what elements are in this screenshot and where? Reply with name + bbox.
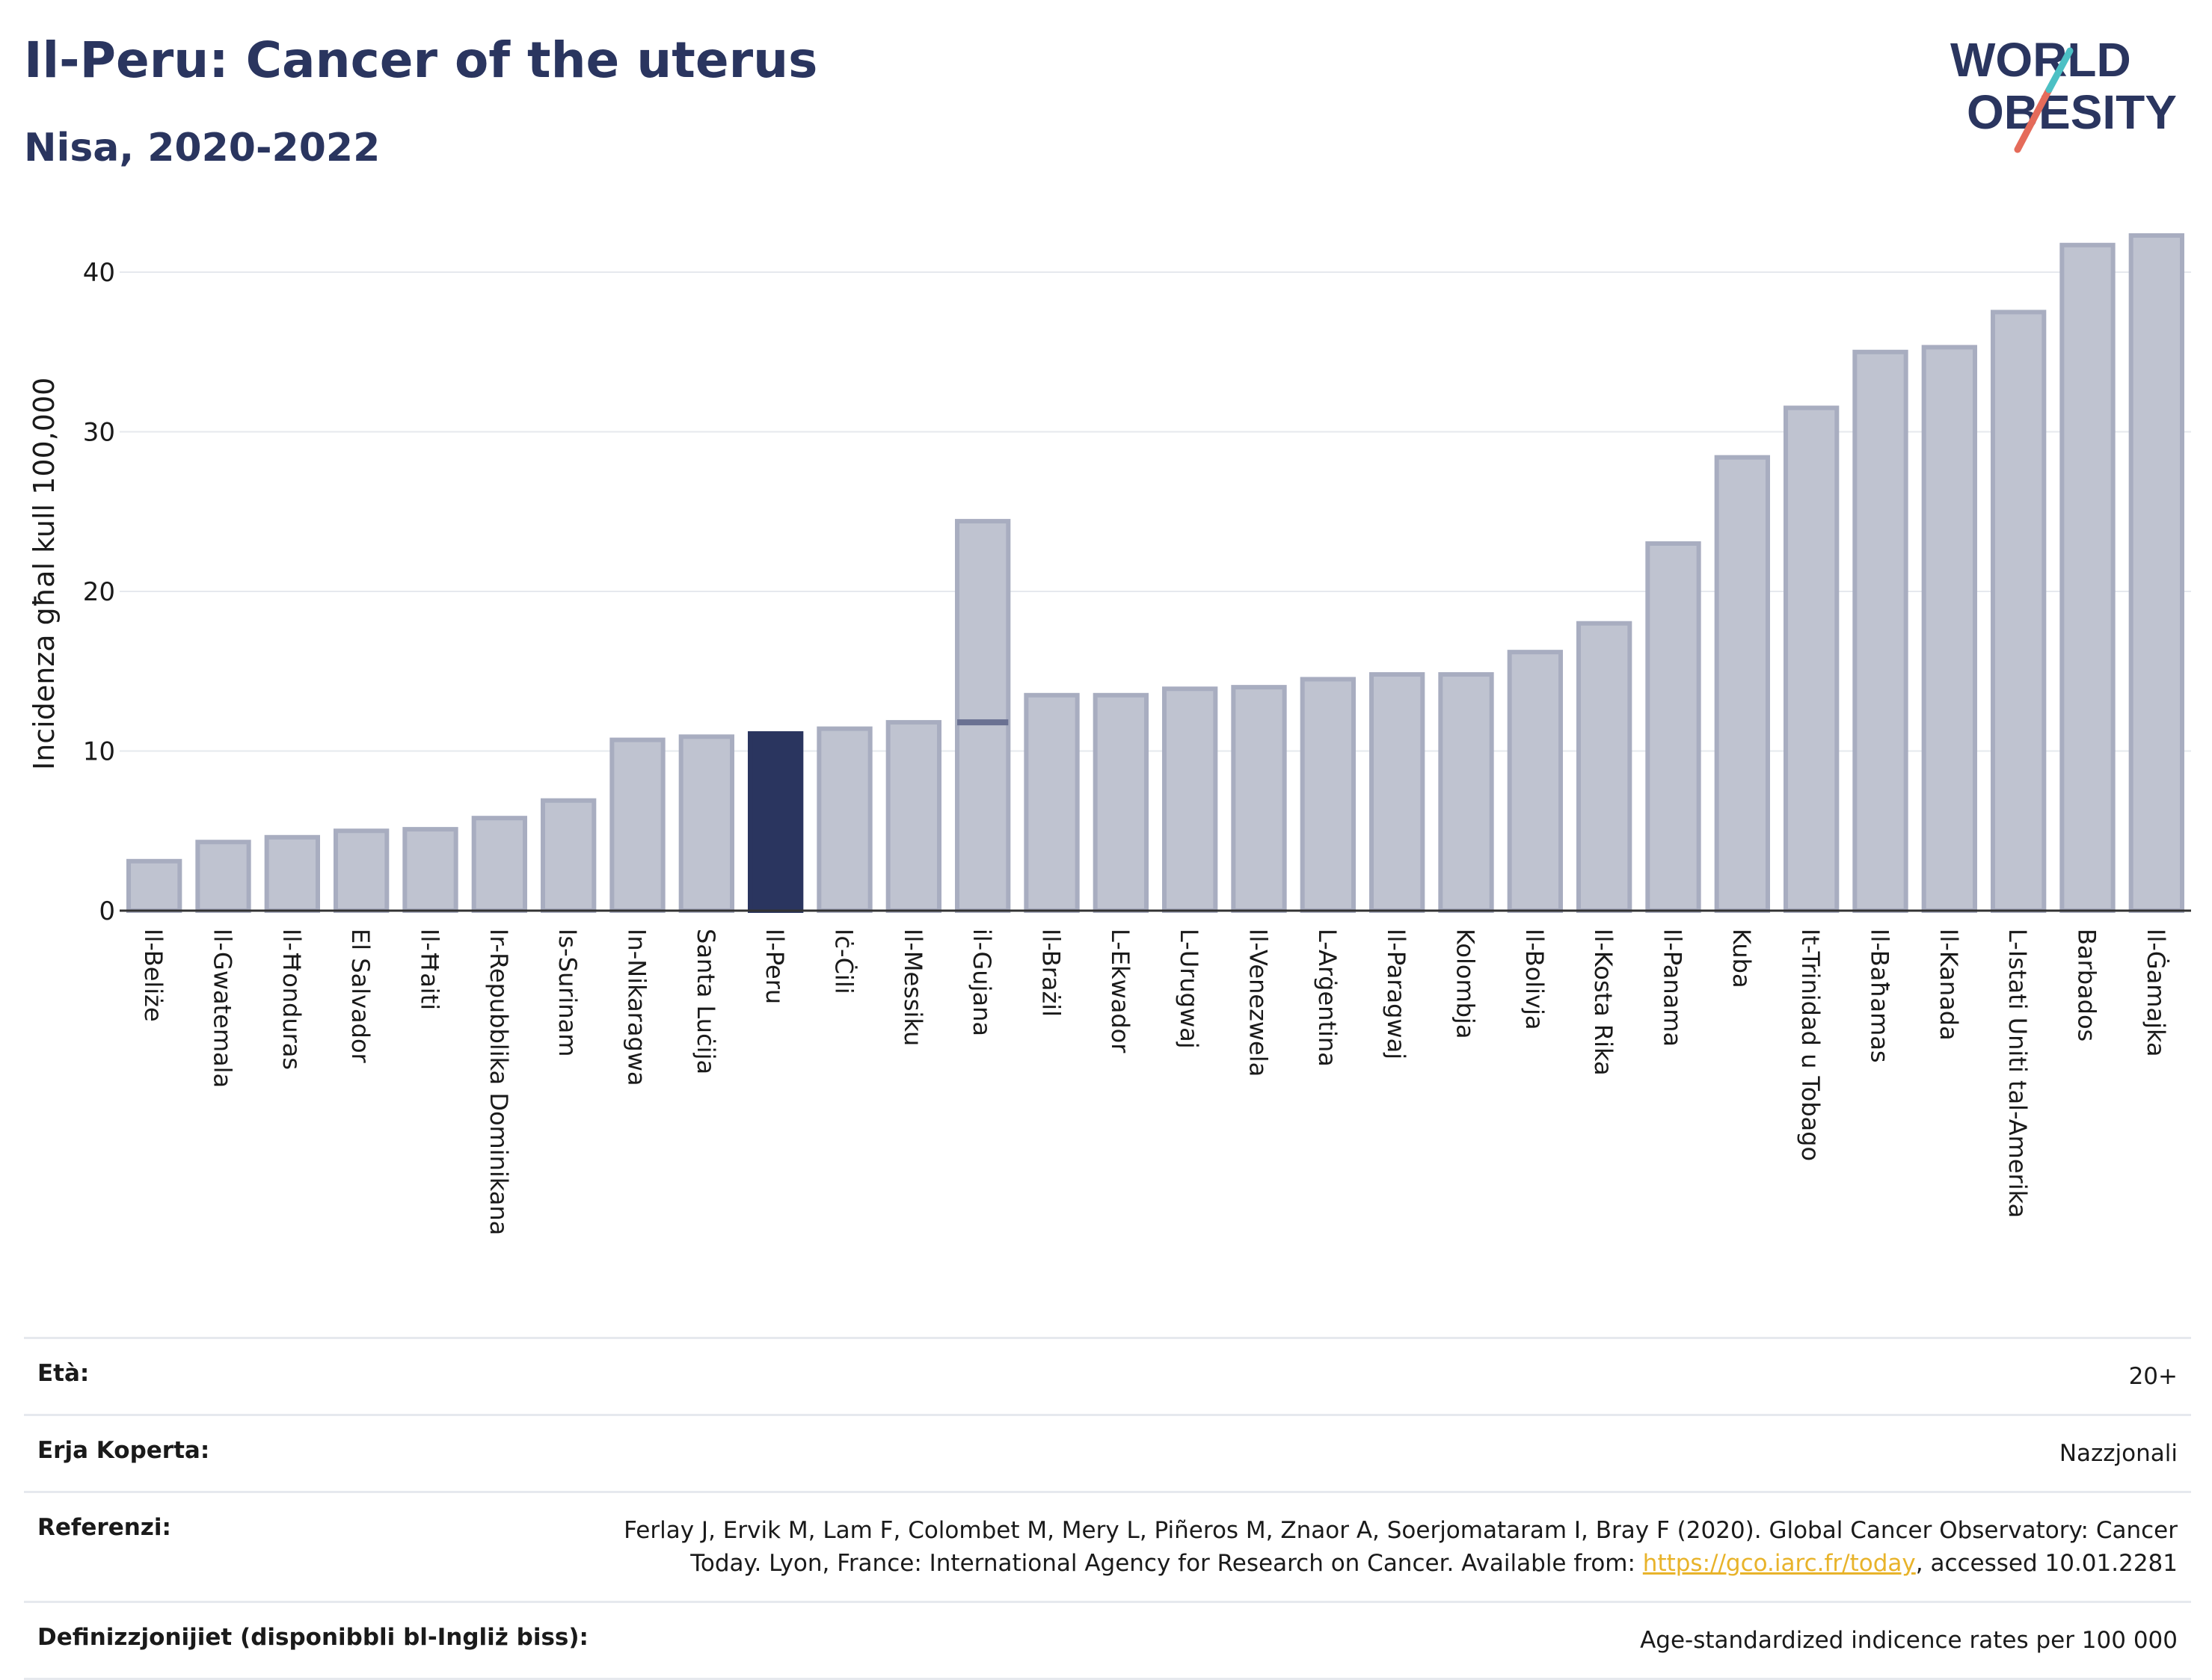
x-tick-label: Santa Luċija xyxy=(692,929,720,1074)
x-tick-label: Barbados xyxy=(2073,929,2101,1041)
bar xyxy=(1231,685,1287,913)
references-value: Ferlay J, Ervik M, Lam F, Colombet M, Me… xyxy=(561,1514,2178,1580)
bar xyxy=(541,798,597,913)
y-tick-label: 10 xyxy=(83,737,115,767)
chart-title: Il-Peru: Cancer of the uterus xyxy=(24,31,818,89)
age-value: 20+ xyxy=(2128,1363,2178,1390)
x-tick-label: il-Gujana xyxy=(968,929,996,1036)
area-label: Erja Koperta: xyxy=(37,1437,210,1464)
reference-link[interactable]: https://gco.iarc.fr/today xyxy=(1642,1550,1916,1577)
logo-text-obesity: OBESITY xyxy=(1967,85,2177,139)
bar xyxy=(1991,310,2047,914)
x-tick-label: L-Arġentina xyxy=(1313,929,1342,1067)
y-axis-label: Incidenza għal kull 100,000 xyxy=(28,378,61,770)
x-tick-label: Il-Brażil xyxy=(1037,929,1066,1017)
x-tick-label: Il-Beliże xyxy=(139,929,168,1022)
definitions-label: Definizzjonijiet (disponibbli bl-Ingliż … xyxy=(37,1624,589,1651)
x-tick-label: Il-Kosta Rika xyxy=(1589,929,1617,1076)
x-tick-label: Il-Ħaiti xyxy=(416,929,444,1010)
bar xyxy=(1852,349,1908,913)
x-tick-label: Il-Paragwaj xyxy=(1382,929,1410,1059)
x-tick-label: Il-Ħonduras xyxy=(277,929,306,1070)
x-tick-label: Iċ-Ċili xyxy=(830,929,858,994)
chart-subtitle: Nisa, 2020-2022 xyxy=(24,126,381,170)
x-tick-label: It-Trinidad u Tobago xyxy=(1796,929,1825,1161)
x-tick-label: L-Urugwaj xyxy=(1175,929,1203,1049)
y-tick-label: 30 xyxy=(83,418,115,448)
bar xyxy=(817,726,873,913)
x-tick-label: Kolombja xyxy=(1451,929,1480,1039)
bar xyxy=(1784,405,1840,913)
y-tick-label: 40 xyxy=(83,258,115,288)
bar xyxy=(2059,242,2116,913)
x-axis-labels: Il-Beliże Il-Gwatemala Il-Ħonduras El Salva… xyxy=(139,929,2170,1235)
x-tick-label: Il-Venezwela xyxy=(1244,929,1273,1077)
x-tick-label: Ir-Repubblika Dominikana xyxy=(485,929,513,1235)
footer-row-area: Erja Koperta: Nazzjonali xyxy=(24,1414,2191,1491)
bar xyxy=(1300,677,1356,913)
y-tick-label: 0 xyxy=(99,896,115,926)
bar xyxy=(471,816,527,914)
y-tick-label: 20 xyxy=(83,577,115,607)
bar xyxy=(1576,621,1632,914)
x-tick-label: L-Ekwador xyxy=(1106,929,1134,1053)
bar xyxy=(1438,672,1494,914)
chart-footer: Età: 20+ Erja Koperta: Nazzjonali Refere… xyxy=(24,1337,2191,1680)
x-tick-label: Kuba xyxy=(1727,929,1756,988)
bar xyxy=(1024,692,1080,913)
bar xyxy=(609,737,666,913)
definitions-value: Age-standardized indicence rates per 100… xyxy=(1640,1627,2178,1654)
bar xyxy=(955,519,1011,913)
reference-text: Ferlay J, Ervik M, Lam F, Colombet M, Me… xyxy=(624,1517,2178,1577)
x-tick-label: Il-Ġamajka xyxy=(2142,929,2170,1057)
reference-accessed: , accessed 10.01.2281 xyxy=(1915,1550,2178,1577)
x-tick-label: Il-Kanada xyxy=(1935,929,1963,1041)
x-tick-label: Il-Peru xyxy=(761,929,789,1004)
x-tick-label: Il-Bolivja xyxy=(1520,929,1549,1030)
bar xyxy=(2128,233,2184,913)
x-tick-label: Il-Panama xyxy=(1659,929,1687,1047)
bar xyxy=(1093,692,1149,913)
bar xyxy=(1507,650,1563,914)
x-tick-label: In-Nikaragwa xyxy=(623,929,651,1086)
references-label: Referenzi: xyxy=(37,1514,171,1541)
bar xyxy=(126,858,182,913)
bar xyxy=(885,720,941,914)
x-tick-label: Il-Messiku xyxy=(899,929,927,1046)
bar xyxy=(334,828,390,914)
age-label: Età: xyxy=(37,1360,90,1387)
x-tick-label: Is-Surinam xyxy=(553,929,582,1056)
y-axis-ticks: 0 10 20 30 40 xyxy=(83,258,115,926)
x-tick-label: L-Istati Uniti tal-Amerika xyxy=(2003,929,2032,1218)
bar xyxy=(264,834,320,913)
area-value: Nazzjonali xyxy=(2059,1440,2178,1467)
bar xyxy=(1162,686,1218,913)
bar-chart: 0 10 20 30 40 Incidenza għal kull 100,000 Il… xyxy=(28,233,2191,1235)
bar xyxy=(1714,455,1770,913)
footer-row-age: Età: 20+ xyxy=(24,1337,2191,1414)
bar xyxy=(678,734,734,913)
bar xyxy=(1645,541,1701,913)
bar xyxy=(1369,672,1425,914)
bar xyxy=(1921,345,1977,913)
bars xyxy=(126,233,2184,914)
world-obesity-logo: WORLD OBESITY xyxy=(1950,33,2177,153)
bar xyxy=(748,731,804,913)
footer-row-definitions: Definizzjonijiet (disponibbli bl-Ingliż … xyxy=(24,1601,2191,1680)
bar xyxy=(195,840,251,913)
x-tick-label: El Salvador xyxy=(346,929,375,1064)
x-tick-label: Il-Baħamas xyxy=(1866,929,1894,1063)
bar xyxy=(402,827,458,914)
footer-row-references: Referenzi: Ferlay J, Ervik M, Lam F, Col… xyxy=(24,1491,2191,1601)
logo-text-world: WORLD xyxy=(1950,33,2131,87)
x-tick-label: Il-Gwatemala xyxy=(209,929,237,1088)
